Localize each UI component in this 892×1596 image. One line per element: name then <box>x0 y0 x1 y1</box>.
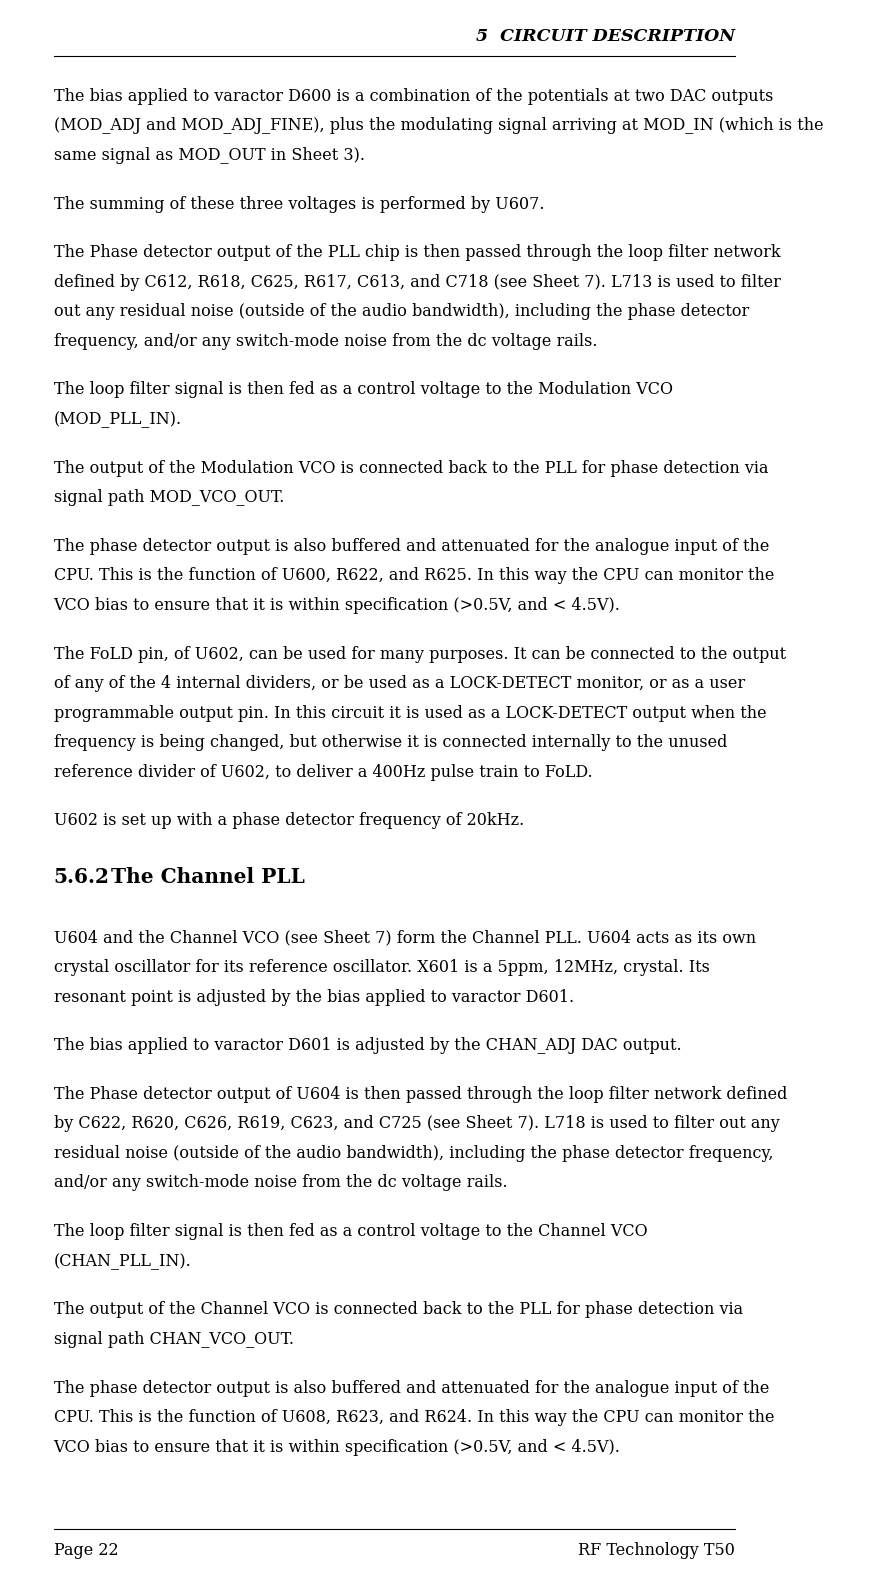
Text: U602 is set up with a phase detector frequency of 20kHz.: U602 is set up with a phase detector fre… <box>54 812 524 830</box>
Text: The bias applied to varactor D600 is a combination of the potentials at two DAC : The bias applied to varactor D600 is a c… <box>54 88 773 105</box>
Text: U604 and the Channel VCO (see Sheet 7) form the Channel PLL. U604 acts as its ow: U604 and the Channel VCO (see Sheet 7) f… <box>54 929 756 946</box>
Text: frequency, and/or any switch-mode noise from the dc voltage rails.: frequency, and/or any switch-mode noise … <box>54 332 597 350</box>
Text: (CHAN_PLL_IN).: (CHAN_PLL_IN). <box>54 1253 191 1270</box>
Text: Page 22: Page 22 <box>54 1542 119 1559</box>
Text: The summing of these three voltages is performed by U607.: The summing of these three voltages is p… <box>54 196 544 212</box>
Text: 5  CIRCUIT DESCRIPTION: 5 CIRCUIT DESCRIPTION <box>475 27 735 45</box>
Text: signal path CHAN_VCO_OUT.: signal path CHAN_VCO_OUT. <box>54 1331 293 1349</box>
Text: The bias applied to varactor D601 is adjusted by the CHAN_ADJ DAC output.: The bias applied to varactor D601 is adj… <box>54 1037 681 1055</box>
Text: The phase detector output is also buffered and attenuated for the analogue input: The phase detector output is also buffer… <box>54 1379 769 1396</box>
Text: RF Technology T50: RF Technology T50 <box>578 1542 735 1559</box>
Text: resonant point is adjusted by the bias applied to varactor D601.: resonant point is adjusted by the bias a… <box>54 988 574 1005</box>
Text: (MOD_ADJ and MOD_ADJ_FINE), plus the modulating signal arriving at MOD_IN (which: (MOD_ADJ and MOD_ADJ_FINE), plus the mod… <box>54 118 823 134</box>
Text: The Channel PLL: The Channel PLL <box>111 867 305 887</box>
Text: reference divider of U602, to deliver a 400Hz pulse train to FoLD.: reference divider of U602, to deliver a … <box>54 763 592 780</box>
Text: 5.6.2: 5.6.2 <box>54 867 110 887</box>
Text: VCO bias to ensure that it is within specification (>0.5V, and < 4.5V).: VCO bias to ensure that it is within spe… <box>54 1438 621 1456</box>
Text: frequency is being changed, but otherwise it is connected internally to the unus: frequency is being changed, but otherwis… <box>54 734 727 752</box>
Text: of any of the 4 internal dividers, or be used as a LOCK-DETECT monitor, or as a : of any of the 4 internal dividers, or be… <box>54 675 745 693</box>
Text: The output of the Channel VCO is connected back to the PLL for phase detection v: The output of the Channel VCO is connect… <box>54 1301 743 1318</box>
Text: programmable output pin. In this circuit it is used as a LOCK-DETECT output when: programmable output pin. In this circuit… <box>54 704 766 721</box>
Text: The phase detector output is also buffered and attenuated for the analogue input: The phase detector output is also buffer… <box>54 538 769 555</box>
Text: same signal as MOD_OUT in Sheet 3).: same signal as MOD_OUT in Sheet 3). <box>54 147 365 164</box>
Text: The output of the Modulation VCO is connected back to the PLL for phase detectio: The output of the Modulation VCO is conn… <box>54 460 768 477</box>
Text: by C622, R620, C626, R619, C623, and C725 (see Sheet 7). L718 is used to filter : by C622, R620, C626, R619, C623, and C72… <box>54 1116 780 1133</box>
Text: The Phase detector output of the PLL chip is then passed through the loop filter: The Phase detector output of the PLL chi… <box>54 244 780 262</box>
Text: out any residual noise (outside of the audio bandwidth), including the phase det: out any residual noise (outside of the a… <box>54 303 748 321</box>
Text: CPU. This is the function of U600, R622, and R625. In this way the CPU can monit: CPU. This is the function of U600, R622,… <box>54 567 774 584</box>
Text: defined by C612, R618, C625, R617, C613, and C718 (see Sheet 7). L713 is used to: defined by C612, R618, C625, R617, C613,… <box>54 273 780 290</box>
Text: crystal oscillator for its reference oscillator. X601 is a 5ppm, 12MHz, crystal.: crystal oscillator for its reference osc… <box>54 959 709 977</box>
Text: The FoLD pin, of U602, can be used for many purposes. It can be connected to the: The FoLD pin, of U602, can be used for m… <box>54 645 786 662</box>
Text: The loop filter signal is then fed as a control voltage to the Channel VCO: The loop filter signal is then fed as a … <box>54 1223 648 1240</box>
Text: (MOD_PLL_IN).: (MOD_PLL_IN). <box>54 410 182 428</box>
Text: signal path MOD_VCO_OUT.: signal path MOD_VCO_OUT. <box>54 488 284 506</box>
Text: The loop filter signal is then fed as a control voltage to the Modulation VCO: The loop filter signal is then fed as a … <box>54 381 673 399</box>
Text: CPU. This is the function of U608, R623, and R624. In this way the CPU can monit: CPU. This is the function of U608, R623,… <box>54 1409 774 1427</box>
Text: and/or any switch-mode noise from the dc voltage rails.: and/or any switch-mode noise from the dc… <box>54 1175 508 1192</box>
Text: VCO bias to ensure that it is within specification (>0.5V, and < 4.5V).: VCO bias to ensure that it is within spe… <box>54 597 621 614</box>
Text: residual noise (outside of the audio bandwidth), including the phase detector fr: residual noise (outside of the audio ban… <box>54 1144 773 1162</box>
Text: The Phase detector output of U604 is then passed through the loop filter network: The Phase detector output of U604 is the… <box>54 1085 787 1103</box>
